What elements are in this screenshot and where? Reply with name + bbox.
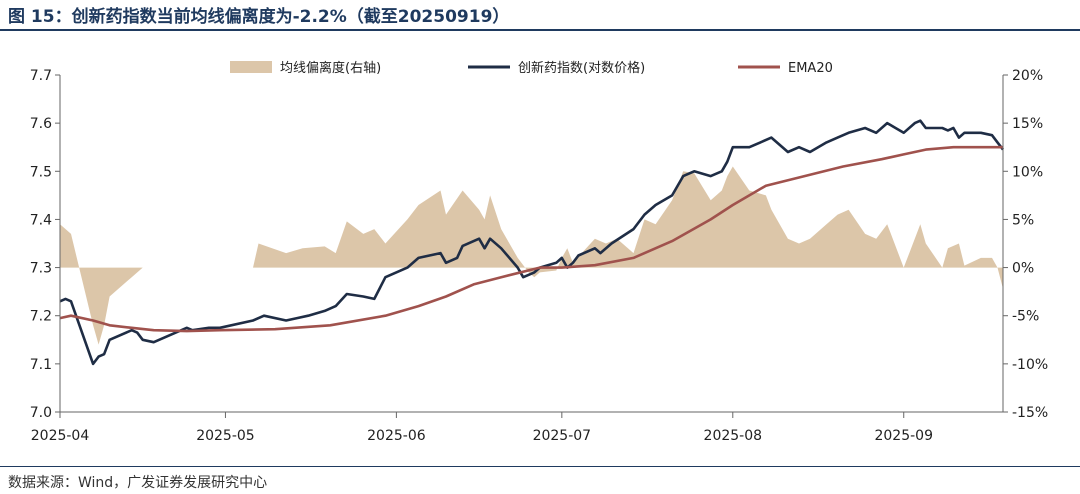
x-tick-label: 2025-08 (704, 428, 763, 444)
left-tick-label: 7.5 (30, 164, 52, 180)
x-tick-label: 2025-06 (367, 428, 426, 444)
title-underline (0, 29, 1080, 31)
legend-swatch-deviation (230, 61, 272, 73)
left-tick-label: 7.6 (30, 116, 52, 132)
right-tick-label: -10% (1012, 357, 1048, 373)
legend-label: EMA20 (788, 61, 833, 76)
left-tick-label: 7.1 (30, 357, 52, 373)
left-tick-label: 7.7 (30, 68, 52, 84)
x-tick-label: 2025-05 (196, 428, 255, 444)
right-tick-label: 10% (1012, 164, 1043, 180)
ema20-line (59, 145, 1003, 333)
left-tick-label: 7.4 (30, 212, 52, 228)
left-tick-label: 7.0 (30, 405, 52, 421)
right-tick-label: 5% (1012, 212, 1034, 228)
x-tick-label: 2025-09 (874, 428, 933, 444)
right-tick-label: -5% (1012, 309, 1039, 325)
footer-rule (0, 466, 1080, 467)
left-tick-label: 7.2 (30, 309, 52, 325)
line-chart: 7.0 7.1 7.2 7.3 7.4 7.5 7.6 7.7 -15% -10% -5% 0% 5% 1… (30, 60, 1048, 444)
x-tick-label: 2025-07 (533, 428, 592, 444)
left-tick-label: 7.3 (30, 261, 52, 277)
index-line (59, 119, 1005, 366)
legend-label: 均线偏离度(右轴) (280, 60, 381, 76)
x-tick-label: 2025-04 (31, 428, 90, 444)
right-tick-label: 20% (1012, 68, 1043, 84)
deviation-area (60, 166, 1003, 345)
legend-label: 创新药指数(对数价格) (518, 60, 645, 76)
right-tick-label: 0% (1012, 261, 1034, 277)
right-tick-label: 15% (1012, 116, 1043, 132)
chart-title: 图 15：创新药指数当前均线偏离度为-2.2%（截至20250919） (8, 7, 510, 27)
right-tick-label: -15% (1012, 405, 1048, 421)
source-note: 数据来源：Wind，广发证券发展研究中心 (8, 475, 268, 491)
